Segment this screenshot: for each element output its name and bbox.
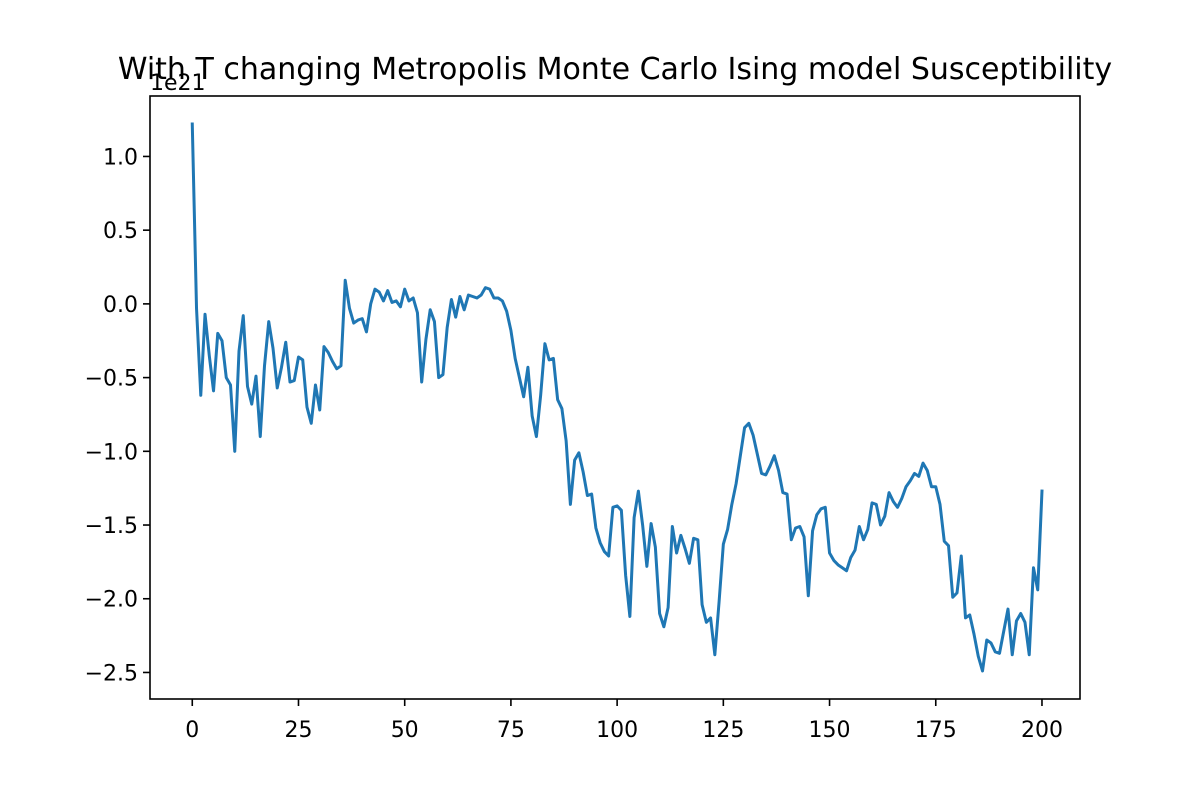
y-axis-offset-label: 1e21 — [150, 71, 206, 96]
plot-area — [190, 122, 1044, 673]
y-tick-label: −2.5 — [85, 661, 138, 686]
x-tick-label: 175 — [915, 718, 957, 743]
y-tick-label: −1.5 — [85, 514, 138, 539]
y-tick-label: 1.0 — [103, 145, 138, 170]
x-tick-label: 150 — [809, 718, 851, 743]
y-axis: 1.0 0.5 0.0 −0.5 −1.0 −1.5 −2.0 −2.5 — [85, 145, 150, 686]
series-line-0 — [190, 122, 1044, 673]
y-tick-label: −1.0 — [85, 440, 138, 465]
y-tick-label: 0.0 — [103, 293, 138, 318]
x-tick-label: 75 — [497, 718, 525, 743]
x-tick-label: 25 — [284, 718, 312, 743]
y-tick-label: −0.5 — [85, 367, 138, 392]
x-tick-label: 125 — [702, 718, 744, 743]
x-axis: 0 25 50 75 100 125 150 175 200 — [185, 699, 1063, 743]
axes-frame — [149, 95, 1081, 700]
y-tick-label: 0.5 — [103, 219, 138, 244]
chart-title: With T changing Metropolis Monte Carlo I… — [118, 52, 1112, 87]
x-tick-label: 200 — [1021, 718, 1063, 743]
x-tick-label: 0 — [185, 718, 199, 743]
y-tick-label: −2.0 — [85, 588, 138, 613]
x-tick-label: 100 — [596, 718, 638, 743]
x-tick-label: 50 — [391, 718, 419, 743]
